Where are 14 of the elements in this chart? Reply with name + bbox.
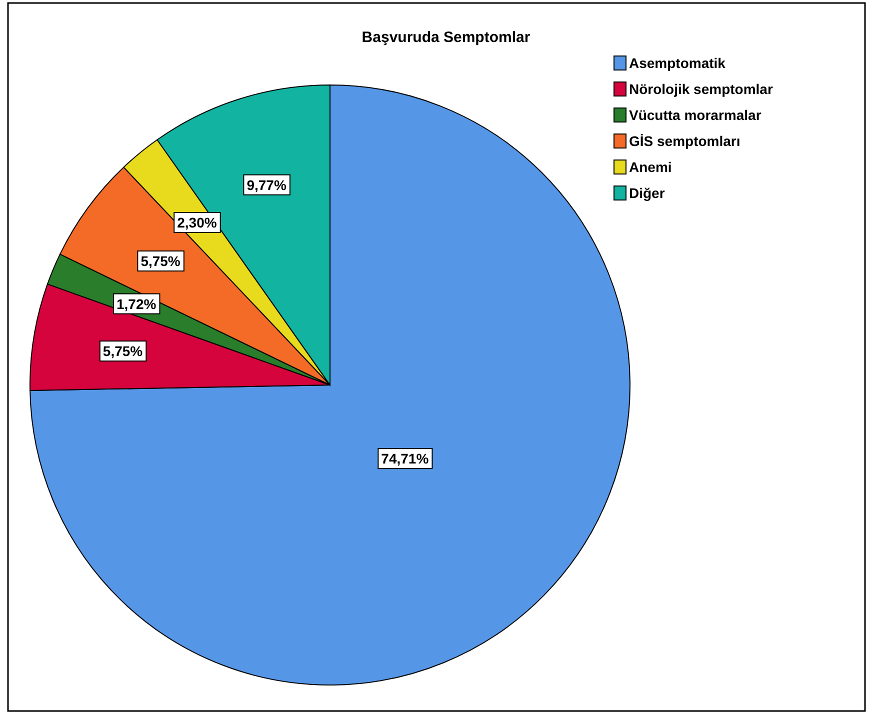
data-label: 2,30% xyxy=(177,214,218,231)
legend-label: Asemptomatik xyxy=(629,55,726,71)
legend-label: GİS semptomları xyxy=(629,133,740,149)
data-label: 74,71% xyxy=(381,450,430,467)
chart-title: Başvuruda Semptomlar xyxy=(362,29,530,46)
legend-label: Vücutta morarmalar xyxy=(629,107,762,123)
legend-label: Anemi xyxy=(629,159,672,175)
data-label: 9,77% xyxy=(246,176,287,193)
legend-label: Nörolojik semptomlar xyxy=(629,81,774,97)
legend-label: Diğer xyxy=(629,185,666,201)
data-label: 1,72% xyxy=(116,296,157,312)
pie-slice xyxy=(30,84,630,686)
data-label: 5,75% xyxy=(140,252,181,269)
data-label: 5,75% xyxy=(102,343,144,360)
